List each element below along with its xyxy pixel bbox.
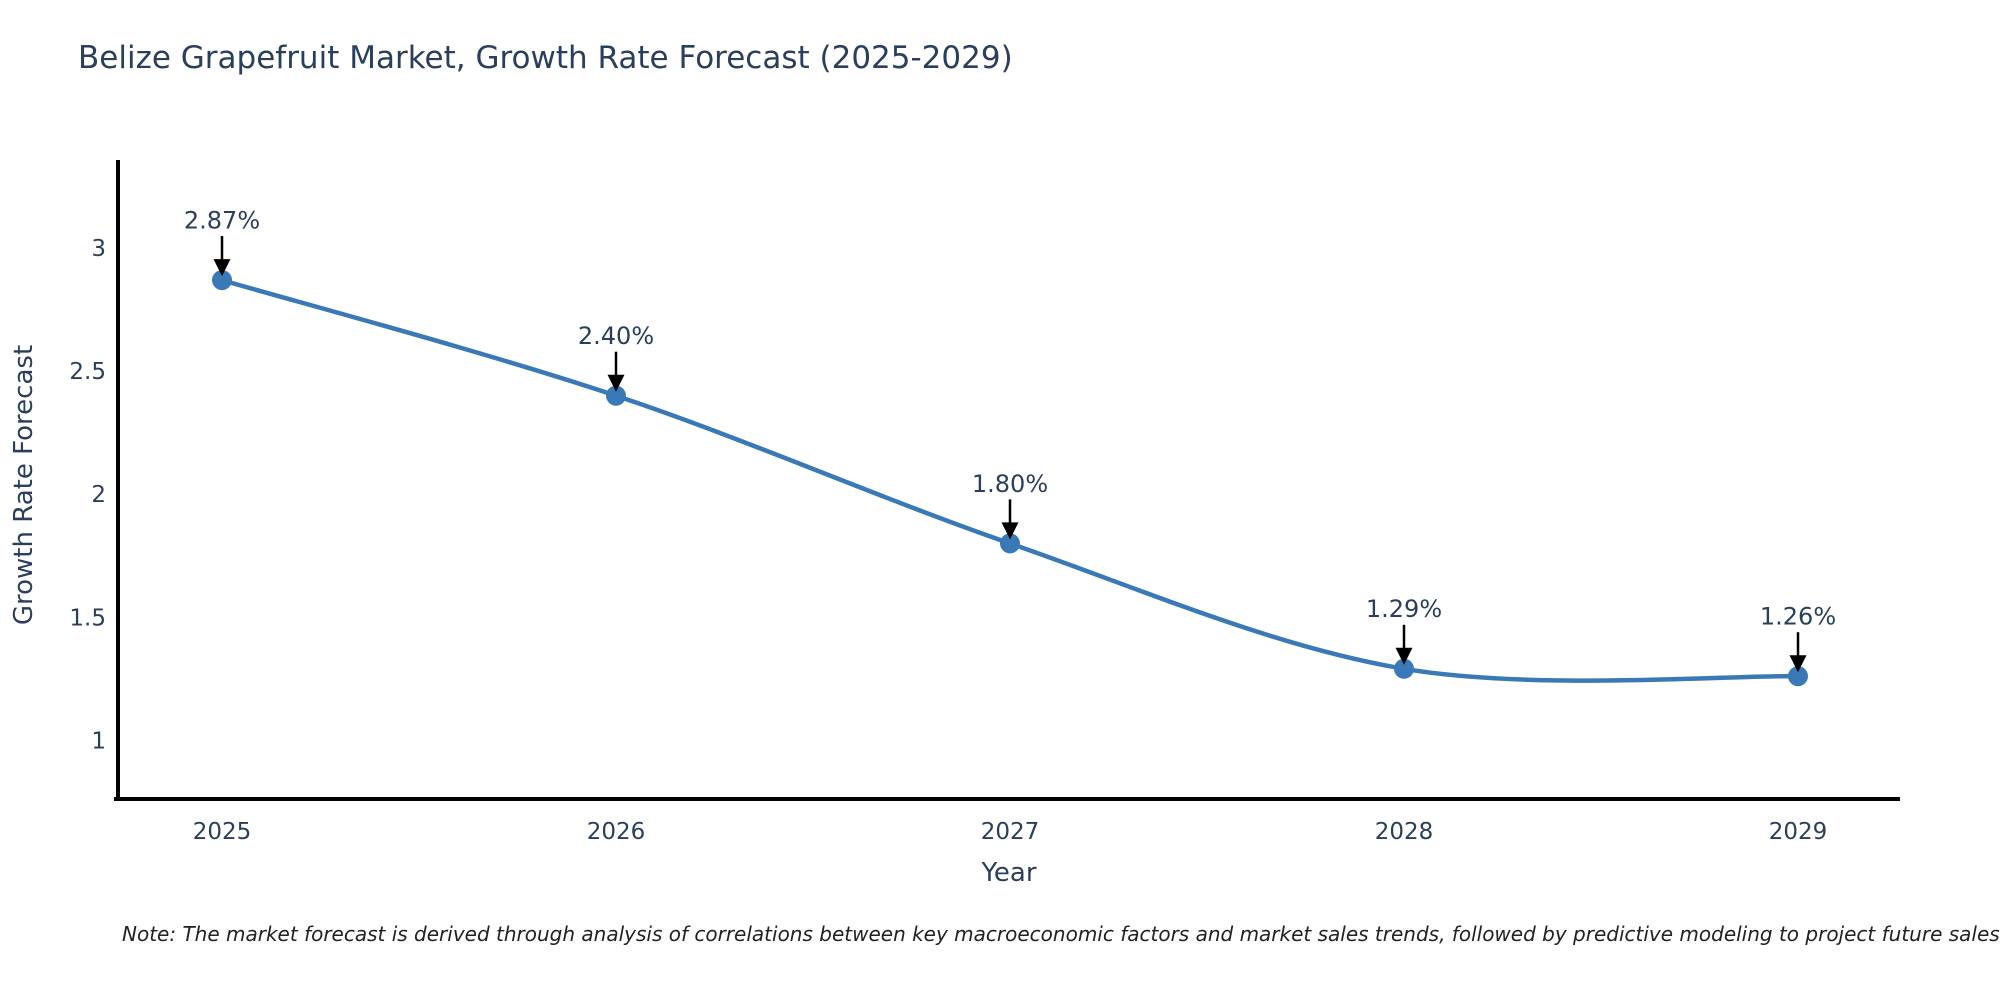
y-axis-title: Growth Rate Forecast: [9, 345, 39, 625]
annotation-arrowhead-icon: [1395, 647, 1413, 665]
point-annotation: 1.80%: [972, 470, 1048, 540]
y-tick-label: 2.5: [69, 359, 106, 385]
data-point-marker[interactable]: [1394, 658, 1414, 679]
point-annotation: 1.29%: [1366, 595, 1442, 665]
annotation-arrowhead-icon: [1001, 522, 1019, 540]
x-tick-label: 2029: [1769, 819, 1828, 845]
annotation-arrowhead-icon: [213, 259, 231, 277]
chart-title: Belize Grapefruit Market, Growth Rate Fo…: [78, 40, 1013, 76]
point-value-label: 1.29%: [1366, 595, 1442, 623]
y-tick-label: 2: [91, 482, 106, 508]
footnote: Note: The market forecast is derived thr…: [122, 922, 2000, 946]
data-point-marker[interactable]: [212, 270, 232, 291]
x-tick-label: 2025: [193, 819, 252, 845]
y-tick-label: 3: [91, 236, 106, 262]
y-tick-label: 1.5: [69, 605, 106, 631]
annotation-arrowhead-icon: [1789, 655, 1807, 673]
data-point-marker[interactable]: [1788, 666, 1808, 687]
tick-labels: 1 1.5 2 2.5 3 2025 2026 2027 2028 2029: [69, 236, 1827, 845]
y-tick-label: 1: [91, 728, 106, 754]
point-value-label: 2.40%: [578, 322, 654, 350]
point-value-label: 2.87%: [184, 207, 260, 235]
line-series: [212, 270, 1808, 687]
point-annotation: 1.26%: [1760, 603, 1836, 673]
data-point-marker[interactable]: [606, 385, 626, 406]
x-axis-title: Year: [980, 858, 1036, 888]
x-tick-label: 2028: [1375, 819, 1434, 845]
axes: [114, 160, 1900, 801]
point-value-label: 1.26%: [1760, 603, 1836, 631]
x-tick-label: 2026: [587, 819, 646, 845]
annotation-arrowhead-icon: [607, 374, 625, 392]
data-point-marker[interactable]: [1000, 533, 1020, 554]
point-value-label: 1.80%: [972, 470, 1048, 498]
x-tick-label: 2027: [981, 819, 1040, 845]
point-annotations: 2.87% 2.40% 1.80% 1.29% 1.26%: [184, 207, 1836, 673]
point-annotation: 2.87%: [184, 207, 260, 277]
point-annotation: 2.40%: [578, 322, 654, 392]
